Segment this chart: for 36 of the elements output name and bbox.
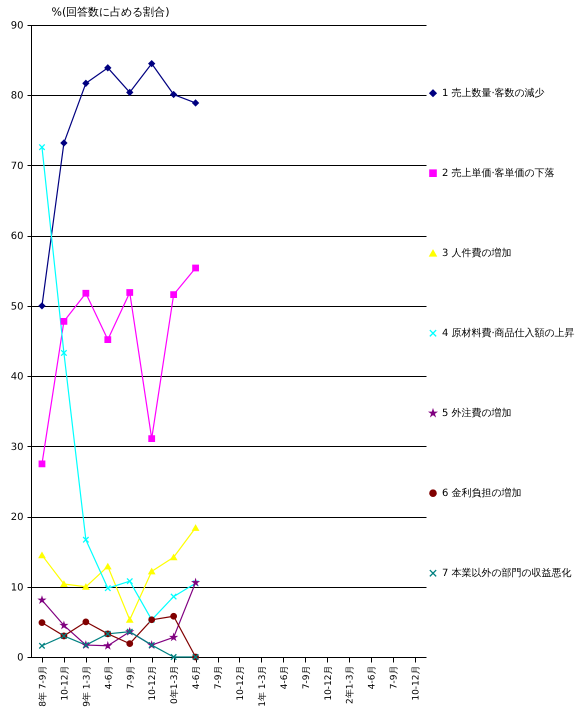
- x-tick-label: 4-6月: [104, 666, 114, 690]
- x-tick-label: 7-9月: [302, 666, 312, 690]
- x-tick-label: 2年1-3月: [344, 666, 356, 704]
- legend-label: 5 外注費の増加: [442, 407, 512, 420]
- x-tick-label: 10-12月: [324, 666, 334, 701]
- x-tick-label: 7-9月: [390, 666, 400, 690]
- y-tick-label: 10: [10, 582, 24, 594]
- x-tick-label: 4-6月: [192, 666, 202, 690]
- x-tick-label: 10-12月: [236, 666, 246, 701]
- legend-label: 2 売上単価·客単価の下落: [442, 167, 555, 180]
- x-tick-label: 7-9月: [214, 666, 224, 690]
- y-tick-label: 80: [10, 90, 24, 102]
- y-tick-label: 50: [10, 301, 24, 312]
- x-tick-label: 10-12月: [60, 666, 70, 701]
- legend-label: 7 本業以外の部門の収益悪化: [442, 567, 572, 580]
- x-tick-label: 0年1-3月: [169, 666, 180, 704]
- x-tick-label: 8年 7-9月: [37, 666, 48, 707]
- legend-label: 6 金利負担の増加: [442, 487, 522, 500]
- x-tick-label: 7-9月: [126, 666, 136, 690]
- legend-label: 3 人件費の増加: [442, 247, 512, 260]
- y-tick-label: 70: [10, 160, 24, 172]
- y-tick-label: 40: [10, 372, 24, 383]
- y-tick-label: 20: [10, 512, 24, 524]
- y-tick-label: 0: [17, 652, 24, 664]
- legend-label: 1 売上数量·客数の減少: [442, 87, 545, 100]
- x-tick-label: 9年 1-3月: [81, 666, 92, 707]
- y-tick-label: 30: [10, 442, 24, 453]
- y-tick-label: 90: [10, 20, 24, 32]
- x-tick-label: 4-6月: [280, 666, 290, 690]
- y-tick-label: 60: [10, 231, 24, 242]
- x-tick-label: 1年 1-3月: [256, 666, 268, 707]
- x-tick-label: 4-6月: [368, 666, 378, 690]
- x-tick-label: 10-12月: [148, 666, 158, 701]
- y-axis-title: %(回答数に占める割合): [52, 6, 170, 18]
- x-tick-label: 10-12月: [412, 666, 422, 701]
- legend-label: 4 原材料費·商品仕入額の上昇: [442, 327, 575, 340]
